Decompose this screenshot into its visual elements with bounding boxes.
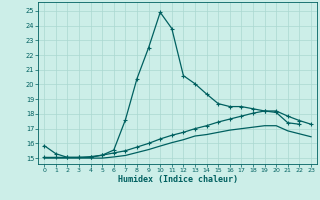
X-axis label: Humidex (Indice chaleur): Humidex (Indice chaleur)	[118, 175, 238, 184]
